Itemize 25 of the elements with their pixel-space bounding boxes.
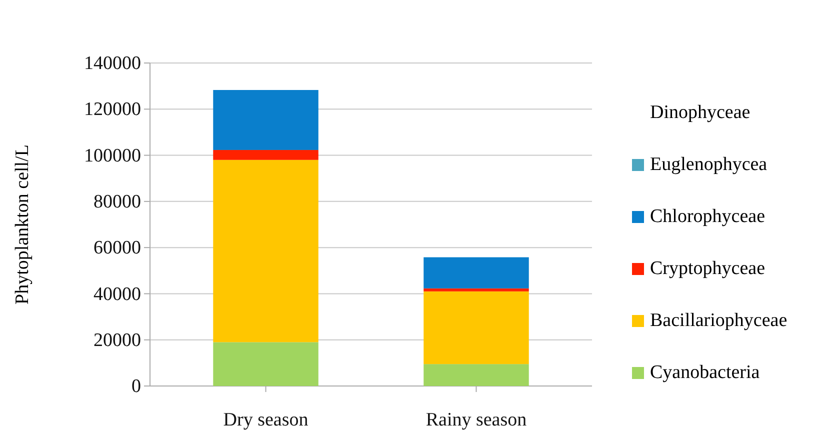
legend-label: Cyanobacteria — [650, 362, 760, 383]
bar — [424, 257, 529, 288]
bar — [213, 160, 318, 342]
y-tick-label: 100000 — [84, 145, 141, 166]
bar — [213, 150, 318, 160]
legend-label: Chlorophyceae — [650, 206, 766, 227]
text: Dinophyceae — [650, 102, 750, 123]
bar — [424, 288, 529, 292]
y-tick-label: 0 — [132, 376, 141, 398]
legend-label: Cryptophyceae — [650, 258, 766, 279]
bar — [424, 291, 529, 364]
bar — [424, 364, 529, 386]
bar — [213, 342, 318, 386]
bar — [213, 90, 318, 150]
y-axis-title: Phytoplankton cell/L — [12, 144, 33, 304]
x-tick-label: Rainy season — [426, 409, 528, 430]
y-tick-label: 60000 — [94, 238, 141, 259]
y-tick-label: 40000 — [94, 284, 141, 305]
x-tick-label: Dry season — [223, 409, 309, 430]
y-tick-label: 140000 — [84, 53, 141, 74]
legend-label: Euglenophycea — [650, 154, 768, 175]
y-tick-label: 80000 — [94, 192, 141, 213]
legend-label: Bacillariophyceae — [650, 310, 788, 331]
y-tick-label: 20000 — [94, 330, 141, 351]
y-tick-label: 120000 — [84, 99, 141, 120]
